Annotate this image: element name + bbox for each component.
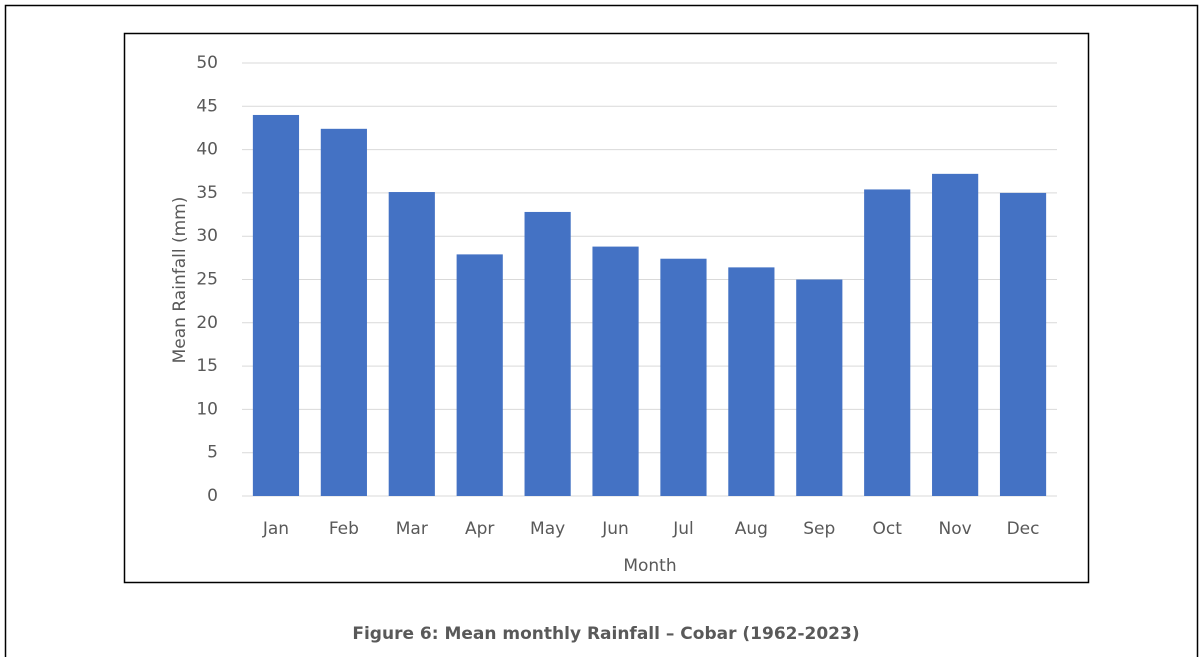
- figure-caption: Figure 6: Mean monthly Rainfall – Cobar …: [352, 624, 859, 644]
- y-tick-label: 40: [196, 140, 218, 160]
- bar: [932, 173, 979, 496]
- x-tick-label: Sep: [803, 519, 835, 539]
- x-tick-label: May: [530, 519, 565, 539]
- x-tick-label: Jan: [262, 519, 289, 539]
- x-tick-label: Jul: [672, 519, 694, 539]
- bar: [660, 258, 707, 496]
- x-tick-label: Oct: [873, 519, 903, 539]
- y-tick-label: 25: [196, 270, 218, 290]
- x-tick-label: Aug: [735, 519, 768, 539]
- y-tick-label: 35: [196, 183, 218, 203]
- bar: [999, 192, 1047, 496]
- y-tick-label: 0: [207, 486, 218, 506]
- y-tick-label: 10: [196, 399, 218, 419]
- x-tick-label: Feb: [329, 519, 359, 539]
- y-tick-label: 30: [196, 226, 218, 246]
- bar: [320, 128, 367, 497]
- x-tick-label: Nov: [939, 519, 972, 539]
- x-tick-label: Mar: [396, 519, 428, 539]
- x-axis-label: Month: [623, 556, 676, 576]
- y-tick-label: 5: [207, 443, 218, 463]
- bar: [864, 189, 911, 496]
- bar: [728, 267, 775, 496]
- y-tick-label: 15: [196, 356, 218, 376]
- y-tick-label: 20: [196, 313, 218, 333]
- bar: [388, 192, 435, 496]
- bar: [524, 211, 571, 496]
- x-tick-label: Dec: [1007, 519, 1040, 539]
- bar: [456, 254, 503, 496]
- y-tick-label: 45: [196, 96, 218, 116]
- y-tick-label: 50: [196, 53, 218, 73]
- x-tick-label: Apr: [465, 519, 494, 539]
- bar: [592, 246, 639, 496]
- page-frame: [4, 4, 1199, 657]
- bar: [796, 279, 843, 496]
- x-tick-label: Jun: [601, 519, 629, 539]
- bar: [252, 114, 300, 497]
- y-axis-label: Mean Rainfall (mm): [170, 197, 190, 364]
